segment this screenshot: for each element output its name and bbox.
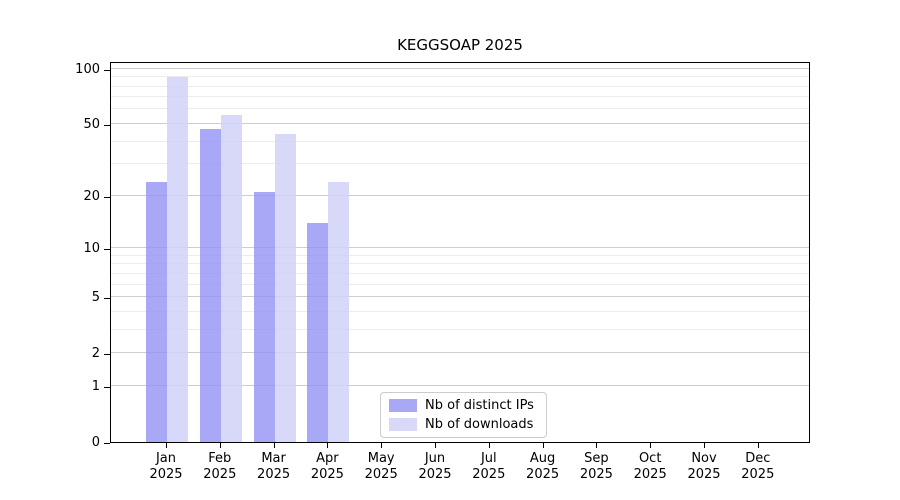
legend-swatch-downloads-icon [389, 418, 417, 431]
minor-gridline [111, 163, 809, 165]
minor-gridline [111, 96, 809, 98]
major-gridline [111, 352, 809, 354]
minor-gridline [111, 272, 809, 274]
x-tick-mark [381, 443, 383, 448]
minor-gridline [111, 140, 809, 142]
x-tick-label-sep: Sep 2025 [579, 451, 613, 482]
major-gridline [111, 247, 809, 249]
bar-apr-downloads [328, 181, 350, 442]
y-tick-mark [104, 443, 110, 444]
x-tick-label-oct: Oct 2025 [633, 451, 667, 482]
x-tick-label-may: May 2025 [364, 451, 398, 482]
major-gridline [111, 194, 809, 196]
x-tick-label-dec: Dec 2025 [741, 451, 775, 482]
x-tick-label-apr: Apr 2025 [310, 451, 344, 482]
minor-gridline [111, 283, 809, 285]
bar-jan-downloads [167, 77, 188, 442]
y-tick-label: 2 [91, 346, 100, 362]
y-tick-label: 1 [91, 378, 100, 394]
y-tick-mark [104, 249, 110, 250]
y-tick-label: 10 [83, 241, 100, 256]
x-tick-label-aug: Aug 2025 [526, 451, 560, 482]
x-tick-label-mar: Mar 2025 [257, 451, 291, 482]
x-tick-label-feb: Feb 2025 [203, 451, 237, 482]
bar-jan-distinct-ips [146, 181, 167, 442]
y-tick-label: 50 [83, 116, 100, 132]
y-tick-mark [104, 196, 110, 198]
y-tick-mark [104, 298, 110, 300]
x-tick-mark [542, 443, 544, 448]
x-tick-mark [596, 443, 598, 448]
legend-swatch-distinct-ips-icon [389, 399, 417, 412]
major-gridline [111, 122, 809, 124]
x-tick-mark [650, 443, 652, 448]
x-tick-mark [327, 443, 329, 448]
y-tick-label: 20 [83, 188, 100, 204]
minor-gridline [111, 328, 809, 330]
x-tick-mark [435, 443, 436, 448]
bar-mar-downloads [274, 134, 296, 442]
chart-title: KEGGSOAP 2025 [397, 36, 523, 54]
minor-gridline [111, 85, 809, 87]
y-tick-mark [104, 124, 110, 126]
legend-label-downloads: Nb of downloads [425, 417, 534, 432]
major-gridline [111, 384, 809, 386]
major-gridline [111, 296, 809, 298]
minor-gridline [111, 263, 809, 265]
x-tick-label-jun: Jun 2025 [418, 451, 452, 482]
minor-gridline [111, 254, 809, 256]
legend-item-downloads: Nb of downloads [389, 417, 538, 432]
x-tick-mark [273, 443, 275, 448]
x-tick-mark [219, 443, 221, 448]
major-gridline [111, 67, 809, 69]
legend-label-distinct-ips: Nb of distinct IPs [425, 398, 534, 413]
bar-feb-downloads [220, 114, 242, 442]
x-tick-mark [166, 443, 167, 448]
y-tick-label: 5 [91, 290, 100, 306]
x-tick-mark [757, 443, 759, 448]
y-tick-label: 0 [91, 435, 100, 450]
minor-gridline [111, 310, 809, 312]
y-tick-mark [104, 386, 110, 388]
x-tick-mark [488, 443, 490, 448]
bar-feb-distinct-ips [199, 128, 221, 442]
x-tick-mark [704, 443, 705, 448]
y-tick-label: 100 [75, 61, 100, 77]
x-tick-label-jan: Jan 2025 [149, 451, 183, 482]
minor-gridline [111, 108, 809, 110]
bar-mar-distinct-ips [253, 191, 275, 442]
x-tick-label-jul: Jul 2025 [472, 451, 506, 482]
minor-gridline [111, 76, 809, 78]
legend: Nb of distinct IPs Nb of downloads [380, 392, 547, 438]
legend-item-distinct-ips: Nb of distinct IPs [389, 398, 538, 413]
y-tick-mark [104, 69, 110, 71]
bar-apr-distinct-ips [307, 222, 329, 442]
plot-area [110, 62, 810, 443]
x-tick-label-nov: Nov 2025 [687, 451, 721, 482]
y-tick-mark [104, 354, 110, 356]
